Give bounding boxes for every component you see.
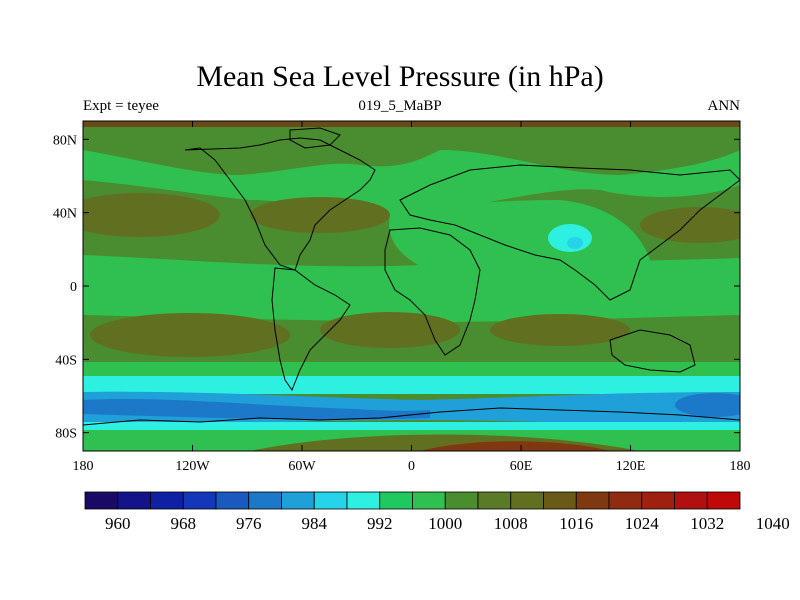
antarctic-cyan xyxy=(83,422,740,432)
thermal-low xyxy=(548,224,592,252)
colorbar-swatch xyxy=(215,491,250,510)
colorbar-swatch xyxy=(84,491,119,510)
trough-core-east xyxy=(675,393,740,417)
y-axis: 80N 40N 0 40S 80S xyxy=(53,133,740,442)
x-tick-label: 120W xyxy=(175,459,210,474)
colorbar-label: 1032 xyxy=(690,514,724,533)
tropical-band xyxy=(83,255,740,322)
x-tick-label: 180 xyxy=(73,459,94,474)
southern-cyan-band xyxy=(83,376,740,394)
greenland-coast xyxy=(289,127,341,149)
antarctica-coast xyxy=(83,407,740,426)
colorbar-label: 1008 xyxy=(494,514,528,533)
colorbar-label: 1040 xyxy=(756,514,790,533)
pressure-field xyxy=(83,121,740,451)
eurasia-coast xyxy=(399,164,740,301)
australia-coast xyxy=(609,329,696,373)
colorbar: 960 968 976 984 992 1000 1008 1016 1024 1032 1040 xyxy=(84,491,790,533)
colorbar-label: 992 xyxy=(367,514,393,533)
pacific-high-south xyxy=(90,313,290,357)
experiment-label: Expt = teyee xyxy=(83,98,159,114)
antarctic-high-core xyxy=(420,441,610,451)
colorbar-swatch xyxy=(510,491,544,510)
y-tick-label: 40N xyxy=(53,207,77,222)
colorbar-label: 1016 xyxy=(559,514,593,533)
pacific-high-north xyxy=(83,193,220,237)
y-tick-label: 80N xyxy=(53,133,77,148)
southern-green-band xyxy=(83,362,740,380)
colorbar-swatch xyxy=(248,491,282,510)
colorbar-swatch xyxy=(412,491,446,510)
north-america-coast xyxy=(184,137,376,271)
x-tick-label: 60E xyxy=(510,459,533,474)
colorbar-swatch xyxy=(608,491,643,510)
y-tick-label: 0 xyxy=(70,280,77,295)
circumpolar-trough-core xyxy=(83,398,430,420)
colorbar-label: 968 xyxy=(171,514,197,533)
colorbar-swatch xyxy=(641,491,675,510)
subpolar-low-north xyxy=(83,150,740,216)
colorbar-swatch xyxy=(313,491,348,510)
colorbar-swatch xyxy=(150,491,184,510)
colorbar-swatch xyxy=(379,491,413,510)
africa-coast xyxy=(384,227,481,356)
x-tick-label: 180 xyxy=(730,459,751,474)
coastlines xyxy=(83,127,740,426)
colorbar-swatch xyxy=(543,491,577,510)
season-label: ANN xyxy=(707,98,741,114)
atlantic-high-south xyxy=(320,312,460,348)
colorbar-label: 976 xyxy=(236,514,262,533)
colorbar-label: 960 xyxy=(105,514,131,533)
colorbar-swatch xyxy=(182,491,217,510)
x-tick-label: 120E xyxy=(616,459,646,474)
colorbar-swatch xyxy=(674,491,708,510)
y-tick-label: 40S xyxy=(55,353,77,368)
x-tick-label: 0 xyxy=(408,459,415,474)
colorbar-swatch xyxy=(346,491,381,510)
south-america-coast xyxy=(271,267,351,392)
pacific-high-west xyxy=(640,207,740,243)
colorbar-label: 1000 xyxy=(428,514,462,533)
colorbar-swatch xyxy=(706,491,741,510)
y-tick-label: 80S xyxy=(55,427,77,442)
colorbar-swatch xyxy=(575,491,610,510)
atlantic-high-north xyxy=(250,197,390,233)
chart-title: Mean Sea Level Pressure (in hPa) xyxy=(196,60,604,93)
colorbar-swatch xyxy=(281,491,315,510)
colorbar-swatch xyxy=(477,491,512,510)
colorbar-swatch xyxy=(444,491,479,510)
colorbar-label: 1024 xyxy=(625,514,660,533)
x-axis: 180 120W 60W 0 60E 120E 180 xyxy=(73,121,751,474)
thermal-low-core xyxy=(567,237,583,249)
x-tick-label: 60W xyxy=(288,459,316,474)
colorbar-label: 984 xyxy=(302,514,328,533)
period-label: 019_5_MaBP xyxy=(358,98,442,114)
indian-high-south xyxy=(490,314,630,346)
colorbar-swatch xyxy=(117,491,151,510)
